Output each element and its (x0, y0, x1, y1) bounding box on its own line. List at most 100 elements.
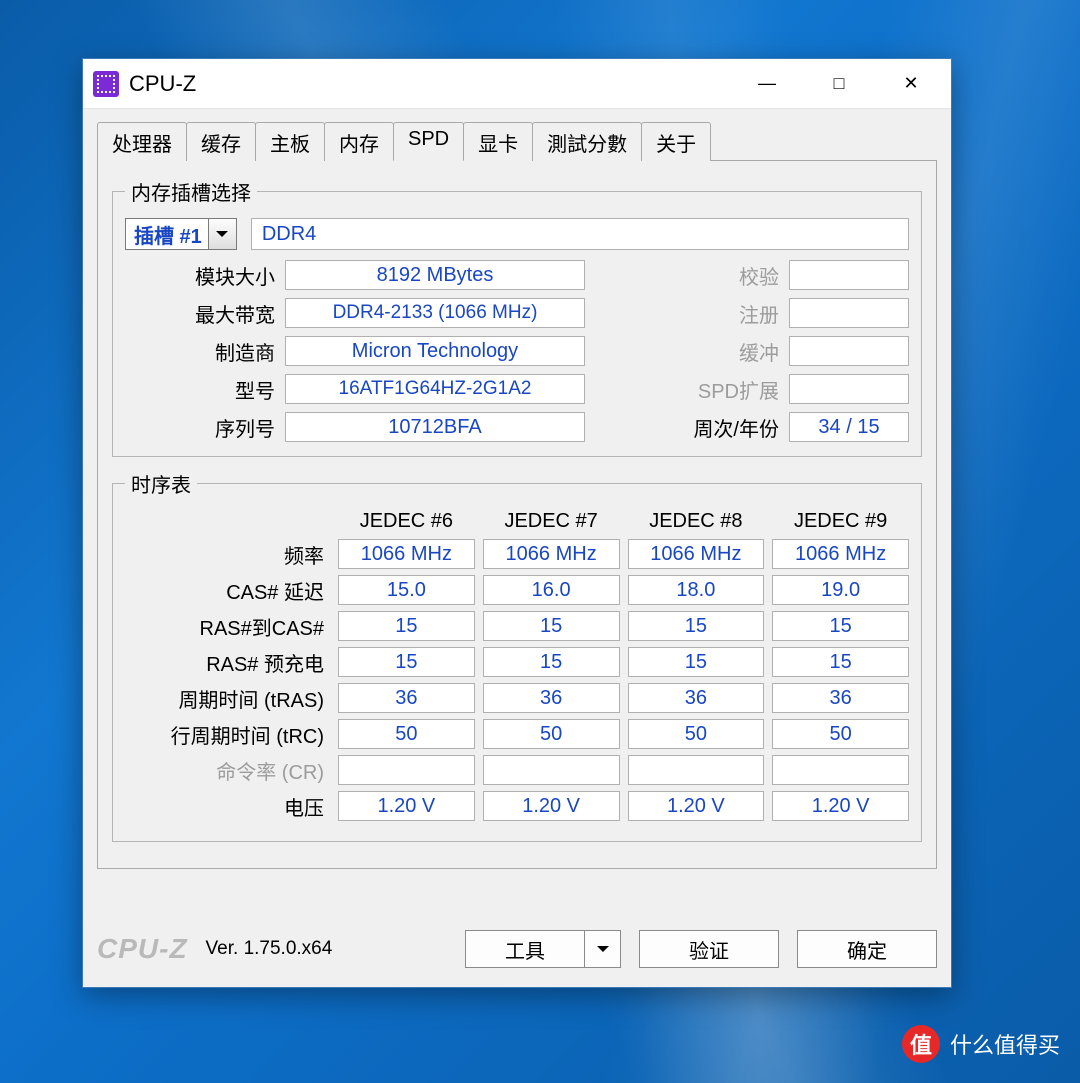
timing-cell: 36 (483, 683, 620, 713)
timing-row: 行周期时间 (tRC)50505050 (125, 719, 909, 749)
timing-row-label: RAS# 预充电 (125, 648, 330, 677)
watermark-text: 什么值得买 (950, 1028, 1060, 1060)
timing-row: 电压1.20 V1.20 V1.20 V1.20 V (125, 791, 909, 821)
label-registered: 注册 (659, 299, 779, 328)
timing-row-label: 电压 (125, 792, 330, 821)
timing-row: 命令率 (CR) (125, 755, 909, 785)
timing-cell: 50 (628, 719, 765, 749)
tab-显卡[interactable]: 显卡 (463, 122, 533, 161)
timing-row: 周期时间 (tRAS)36363636 (125, 683, 909, 713)
timing-cell: 15 (772, 611, 909, 641)
timing-header: .JEDEC #6JEDEC #7JEDEC #8JEDEC #9 (125, 510, 909, 533)
tab-主板[interactable]: 主板 (255, 122, 325, 161)
footer-version: Ver. 1.75.0.x64 (206, 938, 333, 960)
label-correction: 校验 (659, 261, 779, 290)
timing-row-label: 行周期时间 (tRC) (125, 720, 330, 749)
value-correction (789, 260, 909, 290)
chevron-down-icon[interactable] (208, 219, 236, 249)
timing-cell: 50 (338, 719, 475, 749)
value-module-size: 8192 MBytes (285, 260, 585, 290)
timing-cell: 1.20 V (772, 791, 909, 821)
value-registered (789, 298, 909, 328)
minimize-button[interactable]: — (731, 59, 803, 109)
timing-row-label: 频率 (125, 540, 330, 569)
watermark: 值 什么值得买 (902, 1025, 1060, 1063)
label-module-size: 模块大小 (125, 261, 275, 290)
timing-cell: 50 (483, 719, 620, 749)
timing-cell (772, 755, 909, 785)
timing-cell: 15 (772, 647, 909, 677)
timing-cell: 15 (483, 647, 620, 677)
tools-dropdown-icon[interactable] (585, 930, 621, 968)
timing-cell: 1.20 V (483, 791, 620, 821)
memory-type-field: DDR4 (251, 218, 909, 250)
tab-关于[interactable]: 关于 (641, 122, 711, 161)
timing-cell: 18.0 (628, 575, 765, 605)
close-button[interactable]: ✕ (875, 59, 947, 109)
timing-row: CAS# 延迟 15.0 16.0 18.019.0 (125, 575, 909, 605)
timing-cell: 1066 MHz (338, 539, 475, 569)
timing-cell: 1.20 V (628, 791, 765, 821)
timing-cell: 15 (628, 611, 765, 641)
ok-button[interactable]: 确定 (797, 930, 937, 968)
timing-row: RAS# 预充电15151515 (125, 647, 909, 677)
footer-logo: CPU-Z (97, 933, 188, 965)
watermark-badge: 值 (902, 1025, 940, 1063)
value-max-bandwidth: DDR4-2133 (1066 MHz) (285, 298, 585, 328)
timing-cell: 15 (483, 611, 620, 641)
value-serial: 10712BFA (285, 412, 585, 442)
label-serial: 序列号 (125, 413, 275, 442)
maximize-button[interactable]: □ (803, 59, 875, 109)
timing-group: 时序表 .JEDEC #6JEDEC #7JEDEC #8JEDEC #9 频率… (112, 469, 922, 842)
tab-内存[interactable]: 内存 (324, 122, 394, 161)
slot-select[interactable]: 插槽 #1 (125, 218, 237, 250)
timing-cell: 16.0 (483, 575, 620, 605)
timing-cell: 36 (338, 683, 475, 713)
timing-cell (628, 755, 765, 785)
value-week-year: 34 / 15 (789, 412, 909, 442)
tab-SPD[interactable]: SPD (393, 122, 464, 161)
window-title: CPU-Z (129, 71, 196, 97)
label-week-year: 周次/年份 (659, 413, 779, 442)
tab-缓存[interactable]: 缓存 (186, 122, 256, 161)
label-max-bandwidth: 最大带宽 (125, 299, 275, 328)
slot-group: 内存插槽选择 插槽 #1 DDR4 模块大小 8192 MBytes 校验 (112, 177, 922, 457)
timing-row-label: RAS#到CAS# (125, 612, 330, 641)
timing-cell: 19.0 (772, 575, 909, 605)
tab-row: 处理器缓存主板内存SPD显卡測試分數关于 (97, 121, 937, 161)
timing-col-header: JEDEC #9 (772, 510, 909, 533)
value-part-number: 16ATF1G64HZ-2G1A2 (285, 374, 585, 404)
tab-panel-spd: 内存插槽选择 插槽 #1 DDR4 模块大小 8192 MBytes 校验 (97, 161, 937, 869)
timing-row-label: CAS# 延迟 (125, 576, 330, 605)
timing-cell: 1.20 V (338, 791, 475, 821)
label-part-number: 型号 (125, 375, 275, 404)
timing-legend: 时序表 (125, 469, 197, 498)
timing-cell: 36 (772, 683, 909, 713)
timing-row-label: 周期时间 (tRAS) (125, 684, 330, 713)
client-area: 处理器缓存主板内存SPD显卡測試分數关于 内存插槽选择 插槽 #1 DDR4 模… (83, 109, 951, 987)
timing-col-header: JEDEC #7 (483, 510, 620, 533)
slot-legend: 内存插槽选择 (125, 177, 257, 206)
timing-col-header: JEDEC #6 (338, 510, 475, 533)
timing-col-header: JEDEC #8 (628, 510, 765, 533)
label-buffered: 缓冲 (659, 337, 779, 366)
timing-cell: 1066 MHz (772, 539, 909, 569)
validate-button[interactable]: 验证 (639, 930, 779, 968)
timing-cell: 15 (338, 647, 475, 677)
timing-table: .JEDEC #6JEDEC #7JEDEC #8JEDEC #9 频率1066… (125, 510, 909, 821)
timing-cell: 1066 MHz (483, 539, 620, 569)
value-spd-ext (789, 374, 909, 404)
tab-測試分數[interactable]: 測試分數 (532, 122, 642, 161)
titlebar[interactable]: CPU-Z — □ ✕ (83, 59, 951, 109)
timing-cell (338, 755, 475, 785)
timing-cell: 50 (772, 719, 909, 749)
tab-处理器[interactable]: 处理器 (97, 122, 187, 161)
value-manufacturer: Micron Technology (285, 336, 585, 366)
timing-cell: 15.0 (338, 575, 475, 605)
tools-button[interactable]: 工具 (465, 930, 585, 968)
footer: CPU-Z Ver. 1.75.0.x64 工具 验证 确定 (97, 925, 937, 973)
timing-cell (483, 755, 620, 785)
timing-row: RAS#到CAS#15151515 (125, 611, 909, 641)
slot-select-label: 插槽 #1 (134, 220, 202, 249)
timing-cell: 15 (628, 647, 765, 677)
